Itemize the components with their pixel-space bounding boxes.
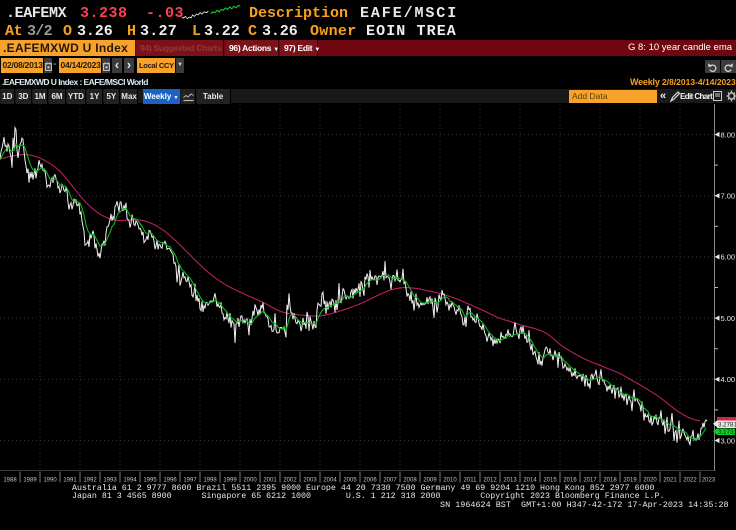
svg-text:1997: 1997: [183, 478, 197, 484]
svg-text:2008: 2008: [403, 478, 417, 484]
svg-text:8.00: 8.00: [721, 130, 736, 139]
svg-text:2015: 2015: [543, 478, 557, 484]
svg-text:2017: 2017: [583, 478, 597, 484]
svg-text:1993: 1993: [103, 478, 117, 484]
svg-text:1991: 1991: [63, 478, 77, 484]
svg-text:1988: 1988: [3, 478, 17, 484]
svg-text:2002: 2002: [283, 478, 297, 484]
svg-text:2006: 2006: [363, 478, 377, 484]
svg-text:2010: 2010: [443, 478, 457, 484]
svg-text:1989: 1989: [23, 478, 37, 484]
svg-text:3.2781: 3.2781: [718, 422, 736, 429]
svg-text:2022: 2022: [683, 478, 697, 484]
svg-text:2016: 2016: [563, 478, 577, 484]
svg-text:5.00: 5.00: [721, 314, 736, 323]
svg-text:2012: 2012: [483, 478, 497, 484]
svg-text:3.00: 3.00: [721, 436, 736, 445]
svg-text:3.1731: 3.1731: [718, 429, 736, 436]
svg-text:2001: 2001: [263, 478, 277, 484]
svg-text:2009: 2009: [423, 478, 437, 484]
svg-text:2011: 2011: [464, 478, 478, 484]
svg-text:2021: 2021: [663, 478, 677, 484]
svg-text:2023: 2023: [702, 478, 716, 484]
svg-text:1996: 1996: [163, 478, 177, 484]
svg-text:1998: 1998: [203, 478, 217, 484]
svg-text:7.00: 7.00: [721, 192, 736, 201]
svg-text:2000: 2000: [243, 478, 257, 484]
svg-text:1992: 1992: [83, 478, 97, 484]
svg-text:1999: 1999: [223, 478, 237, 484]
svg-text:1990: 1990: [43, 478, 57, 484]
svg-text:2007: 2007: [383, 478, 397, 484]
svg-text:4.00: 4.00: [721, 375, 736, 384]
svg-text:1994: 1994: [123, 478, 137, 484]
svg-text:2018: 2018: [603, 478, 617, 484]
svg-text:2003: 2003: [303, 478, 317, 484]
svg-text:2004: 2004: [323, 478, 337, 484]
svg-text:1995: 1995: [143, 478, 157, 484]
svg-text:2013: 2013: [503, 478, 517, 484]
svg-text:2019: 2019: [623, 478, 637, 484]
svg-text:6.00: 6.00: [721, 253, 736, 262]
svg-text:2020: 2020: [643, 478, 657, 484]
svg-text:2014: 2014: [523, 478, 537, 484]
svg-text:2005: 2005: [343, 478, 357, 484]
